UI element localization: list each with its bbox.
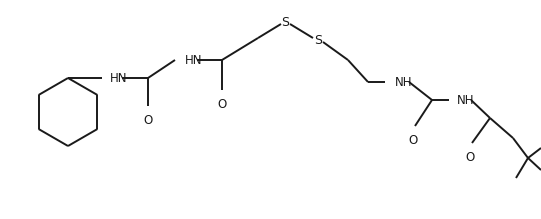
Text: O: O: [465, 151, 474, 164]
Text: O: O: [217, 98, 227, 111]
Text: S: S: [314, 34, 322, 46]
Text: O: O: [143, 114, 153, 127]
Text: NH: NH: [395, 76, 412, 88]
Text: O: O: [408, 134, 418, 147]
Text: HN: HN: [185, 53, 202, 67]
Text: S: S: [281, 16, 289, 28]
Text: NH: NH: [457, 94, 474, 106]
Text: HN: HN: [110, 71, 128, 85]
